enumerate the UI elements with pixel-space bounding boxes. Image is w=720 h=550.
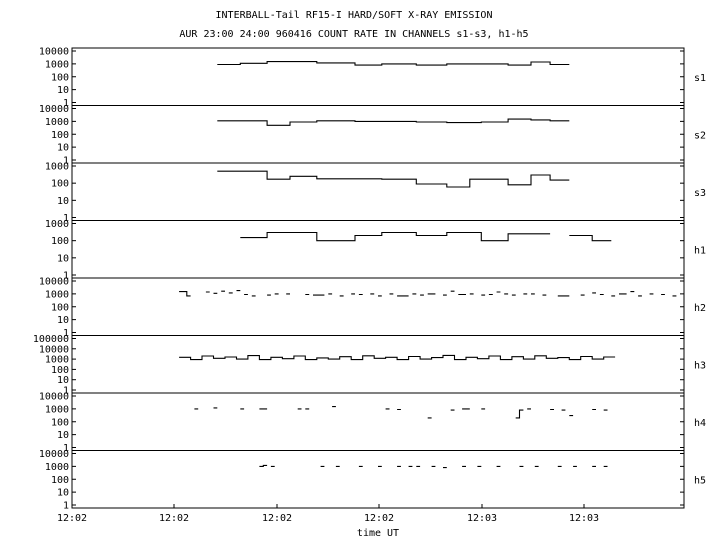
y-tick-label: 100 — [51, 417, 69, 428]
y-tick-label: 10 — [57, 375, 69, 386]
channel-label: h4 — [694, 418, 706, 429]
x-tick-label: 12:02 — [57, 513, 87, 524]
chart-title: INTERBALL-Tail RF15-I HARD/SOFT X-RAY EM… — [216, 10, 493, 21]
y-tick-label: 1000 — [45, 289, 69, 300]
panel-frame — [71, 450, 685, 509]
y-tick-label: 1000 — [45, 117, 69, 128]
x-axis-label: time UT — [357, 528, 399, 539]
panel-frame — [71, 392, 685, 451]
y-tick-label: 10000 — [39, 277, 69, 288]
y-tick-label: 100000 — [33, 334, 69, 345]
y-tick-label: 10 — [57, 143, 69, 154]
y-tick-label: 1 — [63, 98, 69, 109]
series-line-h3 — [179, 354, 616, 361]
x-tick-label: 12:03 — [467, 513, 497, 524]
y-tick-label: 100 — [51, 179, 69, 190]
y-tick-label: 1000 — [45, 404, 69, 415]
y-tick-label: 10000 — [39, 47, 69, 58]
panel-s3: 1 10 100 1000 s3 — [45, 162, 706, 225]
panel-frame — [71, 220, 685, 279]
channel-label: s2 — [694, 130, 706, 141]
y-tick-label: 100 — [51, 236, 69, 247]
y-tick-label: 1 — [63, 443, 69, 454]
x-tick-label: 12:03 — [569, 513, 599, 524]
y-tick-label: 10 — [57, 430, 69, 441]
panel-frame — [71, 277, 685, 336]
panel-h1: 1 10 100 1000 h1 — [45, 219, 706, 282]
y-tick-label: 100 — [51, 72, 69, 83]
channel-label: s3 — [694, 188, 706, 199]
y-tick-label: 10000 — [39, 449, 69, 460]
series-line-h2 — [179, 290, 677, 297]
panel-stack: 110100100010000s1110100100010000s2110100… — [33, 47, 706, 512]
y-tick-label: 10 — [57, 85, 69, 96]
chart-subtitle: AUR 23:00 24:00 960416 COUNT RATE IN CHA… — [179, 29, 528, 40]
panel-frame — [71, 105, 685, 164]
y-tick-label: 1 — [63, 386, 69, 397]
y-tick-label: 10000 — [39, 344, 69, 355]
x-axis: 12:02 12:02 12:02 12:02 12:03 12:03 — [57, 504, 599, 524]
y-tick-label: 10 — [57, 488, 69, 499]
x-tick-label: 12:02 — [159, 513, 189, 524]
series-line-s1 — [217, 61, 570, 66]
y-tick-label: 100 — [51, 302, 69, 313]
panel-h5: 1 10 100 1000 10000 h5 — [39, 449, 706, 512]
y-tick-label: 10000 — [39, 392, 69, 403]
panel-frame — [71, 162, 685, 221]
series-line-h5 — [259, 464, 608, 469]
y-tick-label: 100 — [51, 475, 69, 486]
x-tick-label: 12:02 — [262, 513, 292, 524]
y-tick-label: 10 — [57, 315, 69, 326]
channel-label: h5 — [694, 475, 706, 486]
series-line-s3 — [217, 170, 570, 188]
y-tick-label: 1000 — [45, 462, 69, 473]
y-tick-label: 100 — [51, 365, 69, 376]
channel-label: h3 — [694, 360, 706, 371]
panel-s2: 1 10 100 1000 10000 s2 — [39, 104, 706, 167]
panel-frame — [71, 335, 685, 394]
y-tick-label: 1000 — [45, 355, 69, 366]
y-tick-label: 1000 — [45, 59, 69, 70]
y-tick-label: 1000 — [45, 162, 69, 173]
y-tick-label: 100 — [51, 130, 69, 141]
channel-label: h2 — [694, 303, 706, 314]
y-tick-label: 1 — [63, 271, 69, 282]
x-tick-label: 12:02 — [364, 513, 394, 524]
series-line-h4 — [194, 406, 608, 419]
series-line-s2 — [217, 118, 570, 126]
y-tick-label: 1 — [63, 156, 69, 167]
y-tick-label: 1 — [63, 501, 69, 512]
y-tick-label: 1000 — [45, 219, 69, 230]
y-tick-label: 1 — [63, 328, 69, 339]
y-tick-label: 10 — [57, 253, 69, 264]
channel-label: h1 — [694, 245, 706, 256]
panel-frame — [71, 47, 685, 106]
y-tick-label: 10000 — [39, 104, 69, 115]
series-line-h1 — [240, 231, 612, 242]
y-tick-label: 10 — [57, 196, 69, 207]
y-tick-label: 1 — [63, 213, 69, 224]
channel-label: s1 — [694, 73, 706, 84]
